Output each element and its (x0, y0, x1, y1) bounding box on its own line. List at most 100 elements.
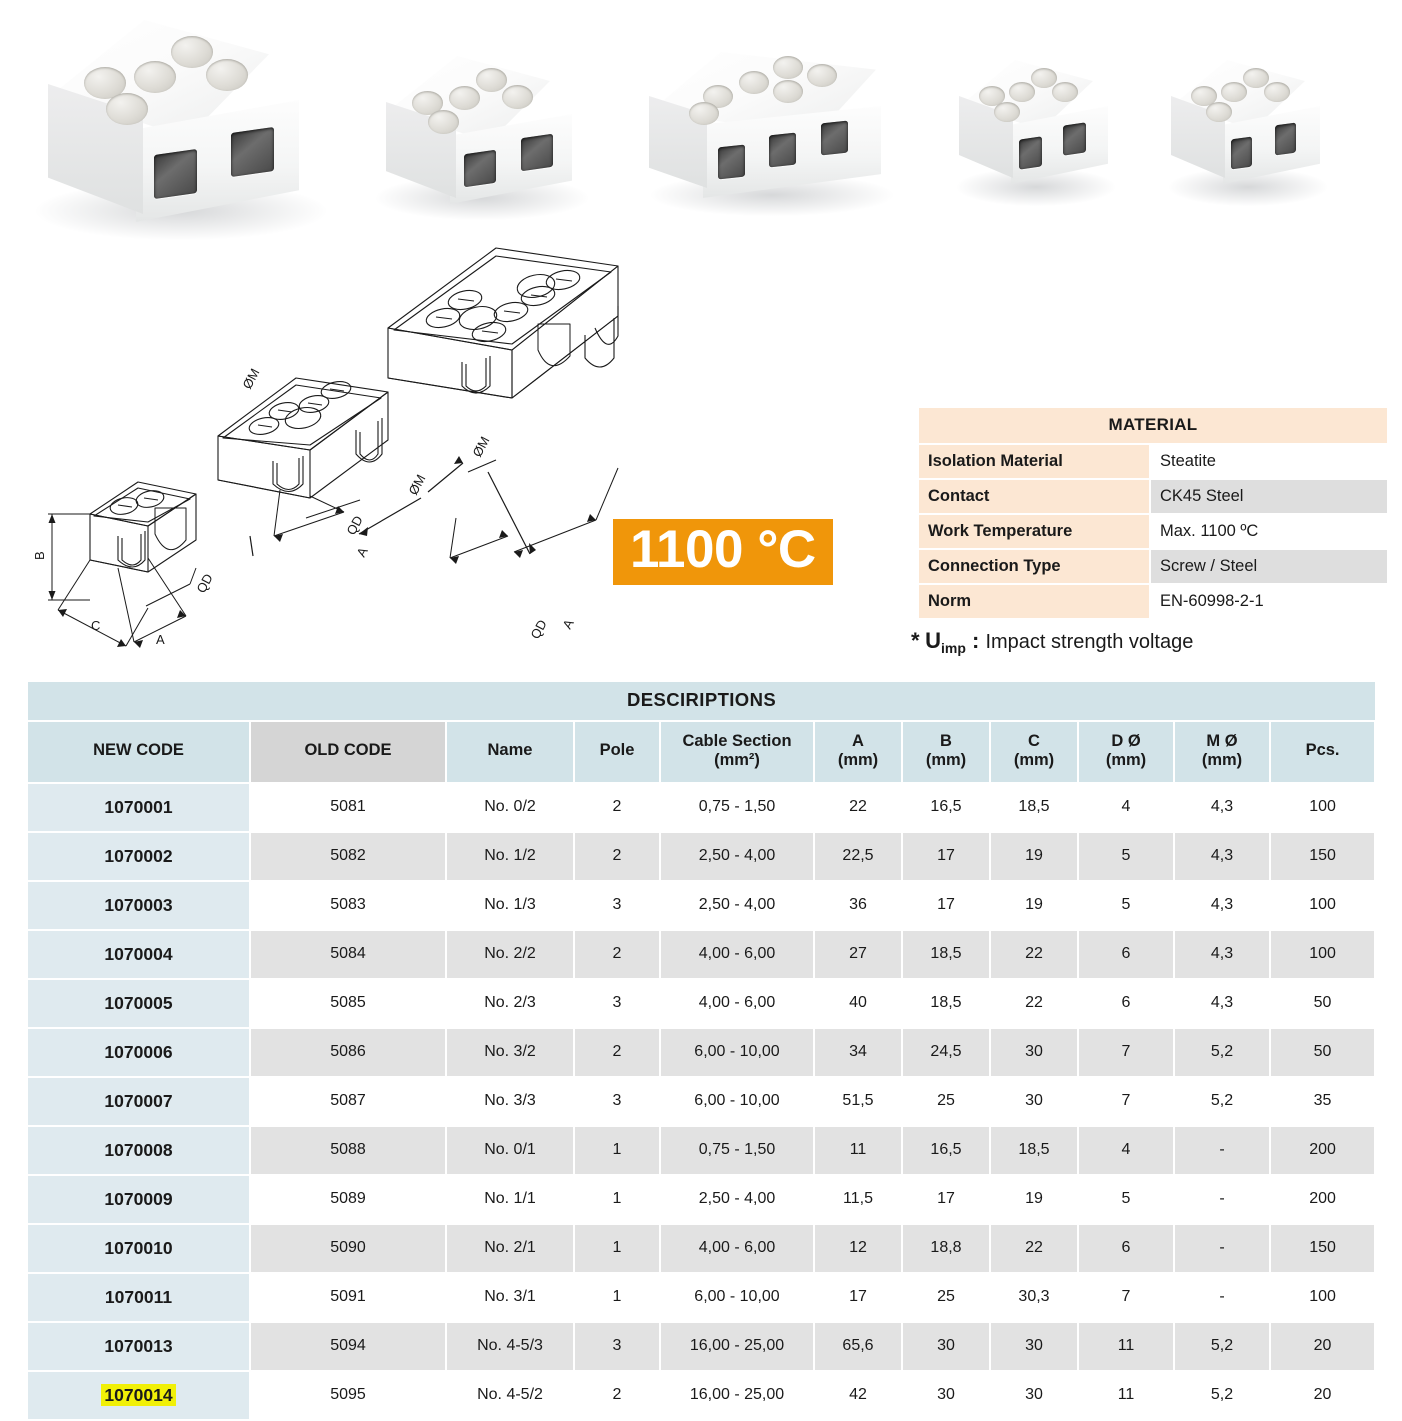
cell-name: No. 2/3 (446, 979, 575, 1029)
label-qd-1pole: QD (193, 571, 215, 595)
table-row: 1070001 5081 No. 0/2 2 0,75 - 1,50 22 16,5 18,5… (28, 783, 1377, 833)
uimp-separator: : (965, 628, 986, 653)
cell-b: 16,5 (902, 1126, 991, 1176)
cell-m: - (1174, 1175, 1271, 1225)
cell-name: No. 4-5/3 (446, 1322, 575, 1372)
label-c: C (91, 618, 100, 633)
cell-name: No. 0/1 (446, 1126, 575, 1176)
cell-m: 4,3 (1174, 979, 1271, 1029)
label-om-1: ØM (469, 434, 492, 460)
column-header-new-code: NEW CODE (28, 721, 251, 784)
technical-drawings-svg: ØM ØM QD A ØM QD A B C A QD (32, 247, 619, 648)
label-qd-3pole: QD (527, 617, 549, 641)
cell-c: 30 (990, 1028, 1079, 1078)
cell-pcs: 35 (1270, 1077, 1377, 1127)
cell-c: 19 (990, 881, 1079, 931)
cell-a: 11,5 (814, 1175, 903, 1225)
material-key-isolation-material: Isolation Material (919, 444, 1151, 480)
table-row: 1070007 5087 No. 3/3 3 6,00 - 10,00 51,5 25 30 7… (28, 1077, 1377, 1127)
material-title: MATERIAL (919, 408, 1387, 445)
cell-b: 30 (902, 1371, 991, 1421)
column-header-c-line1: C (1028, 731, 1040, 750)
label-a-2pole: A (353, 544, 370, 559)
cell-pcs: 20 (1270, 1322, 1377, 1372)
cell-pcs: 150 (1270, 832, 1377, 882)
uimp-subscript: imp (941, 640, 966, 656)
cell-old-code: 5091 (250, 1273, 447, 1323)
cell-pcs: 100 (1270, 1273, 1377, 1323)
cell-new-code: 1070001 (28, 783, 251, 833)
table-row: 1070008 5088 No. 0/1 1 0,75 - 1,50 11 16,5 18,5… (28, 1126, 1377, 1176)
cell-new-code: 1070002 (28, 832, 251, 882)
column-header-new-code-line1: NEW CODE (93, 741, 184, 760)
material-row: Work Temperature Max. 1100 ºC (919, 514, 1387, 550)
product-photo-terminal-block-3-pole (645, 48, 895, 216)
dimension-lines-1-pole (48, 513, 197, 648)
cell-c: 22 (990, 979, 1079, 1029)
column-header-a: A (mm) (814, 721, 903, 784)
cell-name: No. 1/1 (446, 1175, 575, 1225)
cell-c: 18,5 (990, 783, 1079, 833)
cell-a: 34 (814, 1028, 903, 1078)
cell-b: 17 (902, 1175, 991, 1225)
column-header-b: B (mm) (902, 721, 991, 784)
table-row: 1070013 5094 No. 4-5/3 3 16,00 - 25,00 65,6 30… (28, 1322, 1377, 1372)
cell-b: 17 (902, 881, 991, 931)
cell-c: 30,3 (990, 1273, 1079, 1323)
cell-m: 4,3 (1174, 783, 1271, 833)
table-row: 1070011 5091 No. 3/1 1 6,00 - 10,00 17 25 30,3 7… (28, 1273, 1377, 1323)
cell-pole: 3 (574, 881, 661, 931)
cell-new-code: 1070008 (28, 1126, 251, 1176)
material-row: Contact CK45 Steel (919, 479, 1387, 515)
cell-c: 30 (990, 1371, 1079, 1421)
cell-pole: 1 (574, 1224, 661, 1274)
column-header-d-line2: (mm) (1105, 751, 1147, 769)
cell-old-code: 5085 (250, 979, 447, 1029)
cell-pole: 2 (574, 832, 661, 882)
cell-m: 5,2 (1174, 1077, 1271, 1127)
cell-old-code: 5090 (250, 1224, 447, 1274)
column-header-m-line1: M Ø (1206, 731, 1238, 750)
cell-new-code: 1070006 (28, 1028, 251, 1078)
cell-d: 5 (1078, 1175, 1175, 1225)
cell-cable-section: 4,00 - 6,00 (660, 1224, 815, 1274)
cell-pcs: 100 (1270, 930, 1377, 980)
column-header-a-line1: A (852, 731, 864, 750)
uimp-asterisk: * (911, 628, 920, 653)
cell-cable-section: 0,75 - 1,50 (660, 783, 815, 833)
drawing-2-pole (217, 377, 389, 499)
label-a-3pole: A (559, 616, 576, 631)
column-header-m-diameter: M Ø (mm) (1174, 721, 1271, 784)
cell-new-code: 1070009 (28, 1175, 251, 1225)
cell-old-code: 5081 (250, 783, 447, 833)
table-row: 1070005 5085 No. 2/3 3 4,00 - 6,00 40 18,5 22 6 4… (28, 979, 1377, 1029)
product-photo-terminal-block-2-pole-large (26, 14, 326, 240)
cell-m: - (1174, 1224, 1271, 1274)
cell-b: 24,5 (902, 1028, 991, 1078)
product-photo-terminal-block-2-pole-small-a (953, 56, 1118, 206)
cell-c: 30 (990, 1322, 1079, 1372)
descriptions-title-row: DESCIRIPTIONS (28, 682, 1376, 722)
cell-d: 5 (1078, 832, 1175, 882)
column-header-pcs-line1: Pcs. (1305, 741, 1340, 760)
column-header-c-line2: (mm) (1013, 751, 1055, 769)
product-photo-terminal-block-2-pole-medium (370, 52, 590, 220)
cell-m: - (1174, 1273, 1271, 1323)
material-title-row: MATERIAL (919, 408, 1387, 445)
cell-pole: 1 (574, 1273, 661, 1323)
cell-b: 18,5 (902, 930, 991, 980)
cell-d: 4 (1078, 783, 1175, 833)
material-key-connection-type: Connection Type (919, 549, 1151, 585)
column-header-pole-line1: Pole (599, 741, 635, 760)
material-table: MATERIAL Isolation Material Steatite Con… (919, 408, 1387, 620)
cell-c: 18,5 (990, 1126, 1079, 1176)
cell-cable-section: 2,50 - 4,00 (660, 832, 815, 882)
cell-pcs: 50 (1270, 979, 1377, 1029)
cell-cable-section: 6,00 - 10,00 (660, 1028, 815, 1078)
table-row: 1070002 5082 No. 1/2 2 2,50 - 4,00 22,5 17 19 5 4… (28, 832, 1377, 882)
cell-pcs: 150 (1270, 1224, 1377, 1274)
column-header-pcs: Pcs. (1270, 721, 1377, 784)
material-row: Connection Type Screw / Steel (919, 549, 1387, 585)
column-header-d-diameter: D Ø (mm) (1078, 721, 1175, 784)
cell-name: No. 2/1 (446, 1224, 575, 1274)
